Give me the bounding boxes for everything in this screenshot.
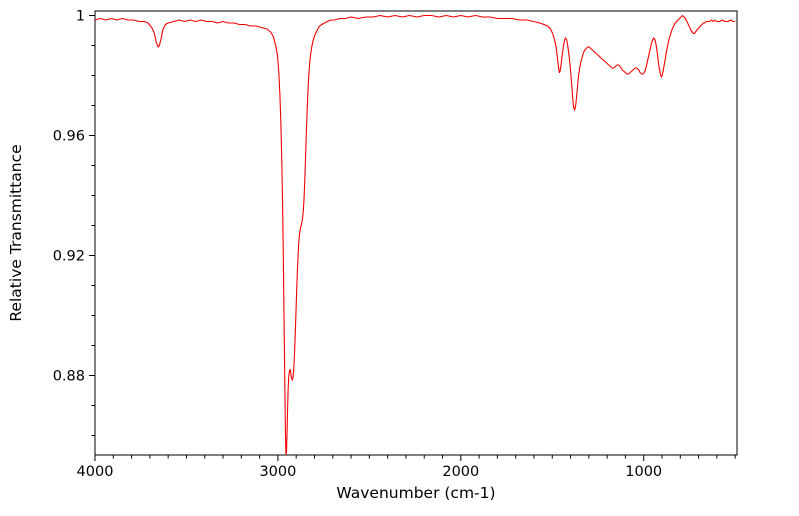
spectrum-line <box>95 14 736 455</box>
x-axis-title: Wavenumber (cm-1) <box>336 484 495 502</box>
x-axis-tick-label: 1000 <box>625 464 662 480</box>
x-axis-tick-label: 3000 <box>259 464 296 480</box>
x-axis-tick-label: 4000 <box>77 464 114 480</box>
x-axis-tick-label: 2000 <box>442 464 479 480</box>
chart-generated-layer: 4000 3000 2000 1000 0.88 0.92 0.96 1 <box>53 9 738 480</box>
y-axis-tick-label: 0.96 <box>53 129 85 145</box>
y-axis-tick-label: 0.92 <box>53 249 85 265</box>
y-axis-title: Relative Transmittance <box>7 144 25 321</box>
y-axis-tick-label: 1 <box>76 9 85 25</box>
plot-frame <box>94 10 738 456</box>
y-axis-tick-label: 0.88 <box>53 369 85 385</box>
